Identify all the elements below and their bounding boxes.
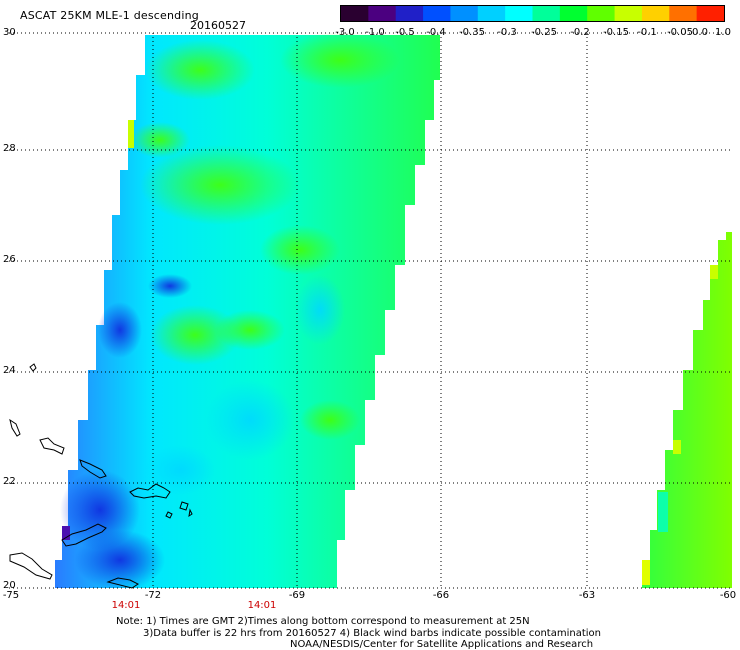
graticule [9,32,732,589]
colorbar-label: 1.0 [715,27,731,38]
time-label: 14:01 [111,600,141,611]
lat-label: 30 [3,27,16,38]
product-title: ASCAT 25KM MLE-1 descending [20,9,199,22]
lon-label: -66 [432,590,450,601]
colorbar-swatch [641,6,670,21]
colorbar-swatch [559,6,588,21]
colorbar-swatch [341,6,369,21]
colorbar-label: -0.25 [531,27,557,38]
note-line-2: 3)Data buffer is 22 hrs from 20160527 4)… [143,628,601,639]
colorbar-label: 0.0 [692,27,708,38]
colorbar-label: -0.4 [426,27,446,38]
colorbar-swatch [395,6,424,21]
lat-label: 26 [3,254,16,265]
colorbar-label: -0.05 [667,27,693,38]
colorbar-swatch [587,6,616,21]
colorbar-label: -0.35 [459,27,485,38]
time-label: 14:01 [247,600,277,611]
left-swath-anomalies [60,33,400,588]
lat-label: 22 [3,476,16,487]
colorbar-swatch [696,6,724,21]
colorbar-swatch [614,6,643,21]
lon-label: -72 [144,590,162,601]
colorbar-swatch [423,6,451,21]
colorbar-label: -0.1 [637,27,657,38]
lon-label: -63 [578,590,596,601]
note-line-3: NOAA/NESDIS/Center for Satellite Applica… [290,639,594,650]
right-swath-anomalies [642,265,718,585]
lon-label: -69 [288,590,306,601]
colorbar-label: -1.0 [365,27,385,38]
right-swath [642,232,732,588]
lat-label: 20 [3,580,16,591]
colorbar-label: -0.3 [497,27,517,38]
colorbar-swatch [450,6,479,21]
colorbar-swatch [532,6,561,21]
colorbar-swatch [477,6,506,21]
lat-label: 24 [3,365,16,376]
coastlines [9,363,193,589]
product-date: 20160527 [190,19,246,32]
lon-label: -75 [2,590,20,601]
colorbar-swatch [368,6,397,21]
colorbar [340,5,725,22]
colorbar-swatch [505,6,533,21]
note-line-1: Note: 1) Times are GMT 2)Times along bot… [116,616,530,627]
colorbar-label: -0.15 [603,27,629,38]
colorbar-swatch [669,6,698,21]
lat-label: 28 [3,143,16,154]
lon-label: -60 [719,590,737,601]
colorbar-label: -0.2 [570,27,590,38]
